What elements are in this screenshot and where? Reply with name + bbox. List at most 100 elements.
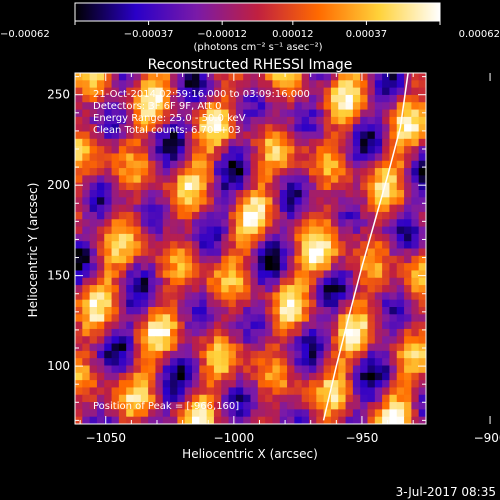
heatmap-cell bbox=[170, 80, 178, 89]
heatmap-cell bbox=[279, 80, 288, 89]
heatmap-cell bbox=[155, 102, 164, 111]
heatmap-cell bbox=[89, 102, 98, 111]
heatmap-cell bbox=[140, 146, 149, 155]
heatmap-cell bbox=[294, 226, 303, 235]
heatmap-cell bbox=[250, 402, 259, 410]
heatmap-cell bbox=[140, 307, 149, 315]
heatmap-cell bbox=[411, 219, 420, 228]
heatmap-cell bbox=[133, 226, 142, 235]
heatmap-cell bbox=[148, 73, 157, 81]
heatmap-cell bbox=[257, 175, 266, 184]
heatmap-cell bbox=[411, 336, 420, 345]
heatmap-cell bbox=[111, 226, 120, 235]
heatmap-cell bbox=[75, 87, 83, 96]
heatmap-cell bbox=[104, 394, 113, 403]
heatmap-cell bbox=[96, 292, 105, 301]
heatmap-cell bbox=[389, 124, 398, 133]
heatmap-cell bbox=[82, 146, 91, 155]
heatmap-cell bbox=[301, 343, 310, 352]
heatmap-cell bbox=[192, 263, 200, 272]
heatmap-cell bbox=[287, 299, 295, 308]
heatmap-cell bbox=[111, 73, 120, 81]
heatmap-cell bbox=[199, 190, 208, 198]
heatmap-cell bbox=[111, 314, 120, 323]
heatmap-cell bbox=[396, 219, 405, 228]
heatmap-cell bbox=[133, 87, 142, 96]
heatmap-cell bbox=[411, 211, 420, 220]
heatmap-cell bbox=[213, 233, 222, 242]
heatmap-cell bbox=[118, 124, 127, 133]
heatmap-cell bbox=[374, 182, 383, 191]
y-axis-label: Heliocentric Y (arcsec) bbox=[26, 183, 40, 318]
heatmap-cell bbox=[133, 299, 142, 308]
heatmap-cell bbox=[148, 270, 157, 279]
heatmap-cell bbox=[75, 248, 83, 257]
heatmap-cell bbox=[155, 94, 164, 103]
heatmap-cell bbox=[382, 94, 391, 103]
heatmap-cell bbox=[330, 307, 339, 315]
heatmap-cell bbox=[250, 255, 259, 264]
heatmap-cell bbox=[162, 248, 171, 257]
heatmap-cell bbox=[338, 226, 347, 235]
heatmap-cell bbox=[257, 343, 266, 352]
heatmap-cell bbox=[367, 372, 376, 381]
heatmap-cell bbox=[221, 409, 230, 418]
heatmap-cell bbox=[243, 116, 252, 125]
heatmap-cell bbox=[257, 336, 266, 345]
heatmap-cell bbox=[155, 211, 164, 220]
heatmap-cell bbox=[184, 380, 193, 389]
heatmap-cell bbox=[404, 402, 412, 410]
heatmap-cell bbox=[155, 365, 164, 374]
heatmap-cell bbox=[279, 365, 288, 374]
heatmap-cell bbox=[250, 365, 259, 374]
heatmap-cell bbox=[374, 416, 383, 424]
heatmap-cell bbox=[96, 263, 105, 272]
heatmap-cell bbox=[75, 116, 83, 125]
heatmap-cell bbox=[206, 102, 215, 111]
heatmap-cell bbox=[75, 336, 83, 345]
heatmap-cell bbox=[104, 328, 113, 337]
heatmap-cell bbox=[184, 219, 193, 228]
heatmap-cell bbox=[316, 277, 325, 286]
heatmap-cell bbox=[301, 328, 310, 337]
heatmap-cell bbox=[301, 394, 310, 403]
heatmap-cell bbox=[177, 416, 186, 424]
heatmap-cell bbox=[279, 255, 288, 264]
heatmap-cell bbox=[360, 109, 369, 118]
heatmap-cell bbox=[316, 270, 325, 279]
heatmap-cell bbox=[243, 299, 252, 308]
heatmap-cell bbox=[338, 197, 347, 206]
heatmap-cell bbox=[96, 387, 105, 396]
heatmap-cell bbox=[170, 116, 178, 125]
heatmap-cell bbox=[221, 365, 230, 374]
heatmap-cell bbox=[133, 219, 142, 228]
heatmap-cell bbox=[330, 277, 339, 286]
heatmap-cell bbox=[294, 73, 303, 81]
heatmap-cell bbox=[265, 233, 274, 242]
heatmap-cell bbox=[162, 372, 171, 381]
heatmap-cell bbox=[272, 131, 281, 140]
heatmap-cell bbox=[199, 73, 208, 81]
heatmap-cell bbox=[184, 94, 193, 103]
heatmap-cell bbox=[330, 190, 339, 198]
heatmap-cell bbox=[338, 285, 347, 293]
heatmap-cell bbox=[155, 358, 164, 367]
heatmap-cell bbox=[352, 168, 361, 176]
heatmap-cell bbox=[404, 87, 412, 96]
heatmap-cell bbox=[382, 299, 391, 308]
heatmap-cell bbox=[177, 336, 186, 345]
heatmap-cell bbox=[104, 292, 113, 301]
heatmap-cell bbox=[199, 409, 208, 418]
heatmap-cell bbox=[133, 80, 142, 89]
heatmap-cell bbox=[228, 292, 237, 301]
heatmap-cell bbox=[170, 233, 178, 242]
heatmap-cell bbox=[133, 343, 142, 352]
heatmap-cell bbox=[323, 109, 332, 118]
heatmap-cell bbox=[213, 109, 222, 118]
heatmap-cell bbox=[345, 372, 354, 381]
heatmap-cell bbox=[345, 233, 354, 242]
heatmap-cell bbox=[111, 292, 120, 301]
heatmap-cell bbox=[126, 241, 135, 250]
heatmap-cell bbox=[338, 270, 347, 279]
heatmap-cell bbox=[374, 350, 383, 359]
